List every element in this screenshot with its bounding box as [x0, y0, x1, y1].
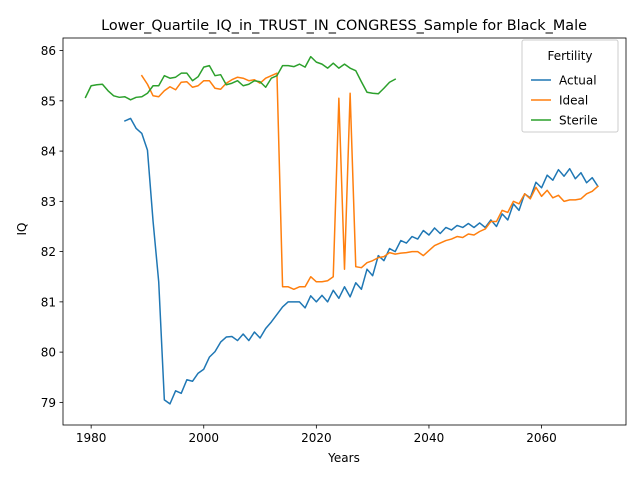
chart-title: Lower_Quartile_IQ_in_TRUST_IN_CONGRESS_S… — [101, 18, 587, 34]
legend: Fertility Actual Ideal Sterile — [521, 39, 619, 133]
y-axis-label: IQ — [15, 223, 29, 236]
x-tick-label: 1980 — [76, 431, 107, 445]
series-line-ideal — [140, 72, 599, 291]
legend-label-ideal: Ideal — [559, 94, 588, 108]
legend-box — [521, 39, 619, 133]
x-tick-label: 2020 — [301, 431, 332, 445]
y-tick-label: 85 — [41, 94, 56, 108]
y-tick-label: 83 — [41, 195, 56, 209]
y-tick-label: 79 — [41, 396, 56, 410]
x-tick-label: 2000 — [188, 431, 219, 445]
x-axis: 1980 2000 2020 2040 2060 — [76, 425, 557, 445]
series-line-actual — [123, 117, 599, 405]
legend-label-actual: Actual — [559, 74, 597, 88]
legend-label-sterile: Sterile — [559, 114, 598, 128]
plot-area — [84, 55, 599, 405]
x-tick-label: 2040 — [414, 431, 445, 445]
x-axis-label: Years — [327, 451, 360, 465]
y-axis: 79 80 81 82 83 84 85 86 — [41, 44, 63, 410]
series-line-sterile — [84, 55, 397, 101]
y-tick-label: 80 — [41, 346, 56, 360]
x-tick-label: 2060 — [526, 431, 557, 445]
y-tick-label: 81 — [41, 295, 56, 309]
legend-title: Fertility — [547, 49, 592, 63]
y-tick-label: 84 — [41, 145, 56, 159]
plot-frame — [62, 37, 627, 426]
y-tick-label: 82 — [41, 245, 56, 259]
y-tick-label: 86 — [41, 44, 56, 58]
